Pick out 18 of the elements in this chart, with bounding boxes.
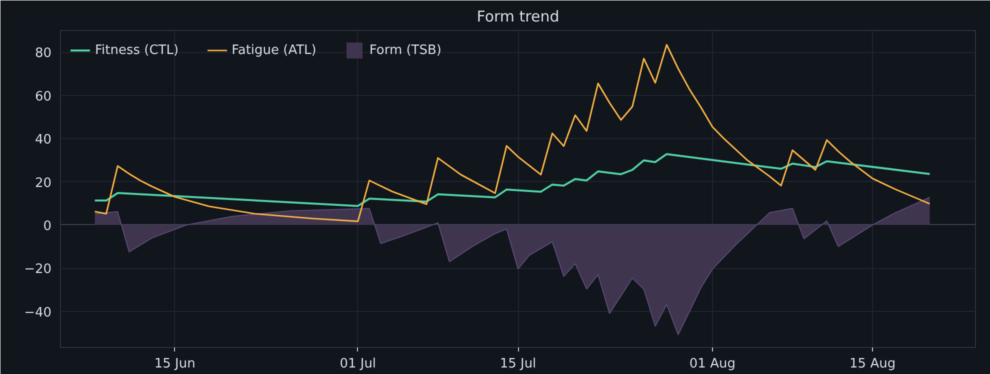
line-series (94, 44, 931, 222)
y-tick-label: −20 (24, 262, 52, 278)
y-tick-label: 20 (34, 176, 52, 191)
x-tick-label: 15 Aug (850, 356, 896, 372)
y-tick-label: 40 (34, 132, 52, 148)
x-tick-label: 01 Jul (340, 356, 376, 372)
y-tick-label: 80 (34, 46, 52, 62)
x-tick-label: 15 Jun (154, 356, 196, 372)
x-tick-label: 15 Jul (500, 356, 536, 372)
y-tick-label: 60 (34, 89, 52, 104)
y-tick-label: 0 (43, 218, 52, 234)
legend-label: Form (TSB) (369, 42, 442, 58)
line-series (94, 153, 931, 207)
x-tick-label: 01 Aug (689, 356, 736, 372)
legend-label: Fitness (CTL) (95, 42, 179, 58)
chart-title: Form trend (476, 8, 560, 26)
legend-label: Fatigue (ATL) (232, 42, 316, 58)
y-tick-label: −40 (24, 305, 52, 320)
